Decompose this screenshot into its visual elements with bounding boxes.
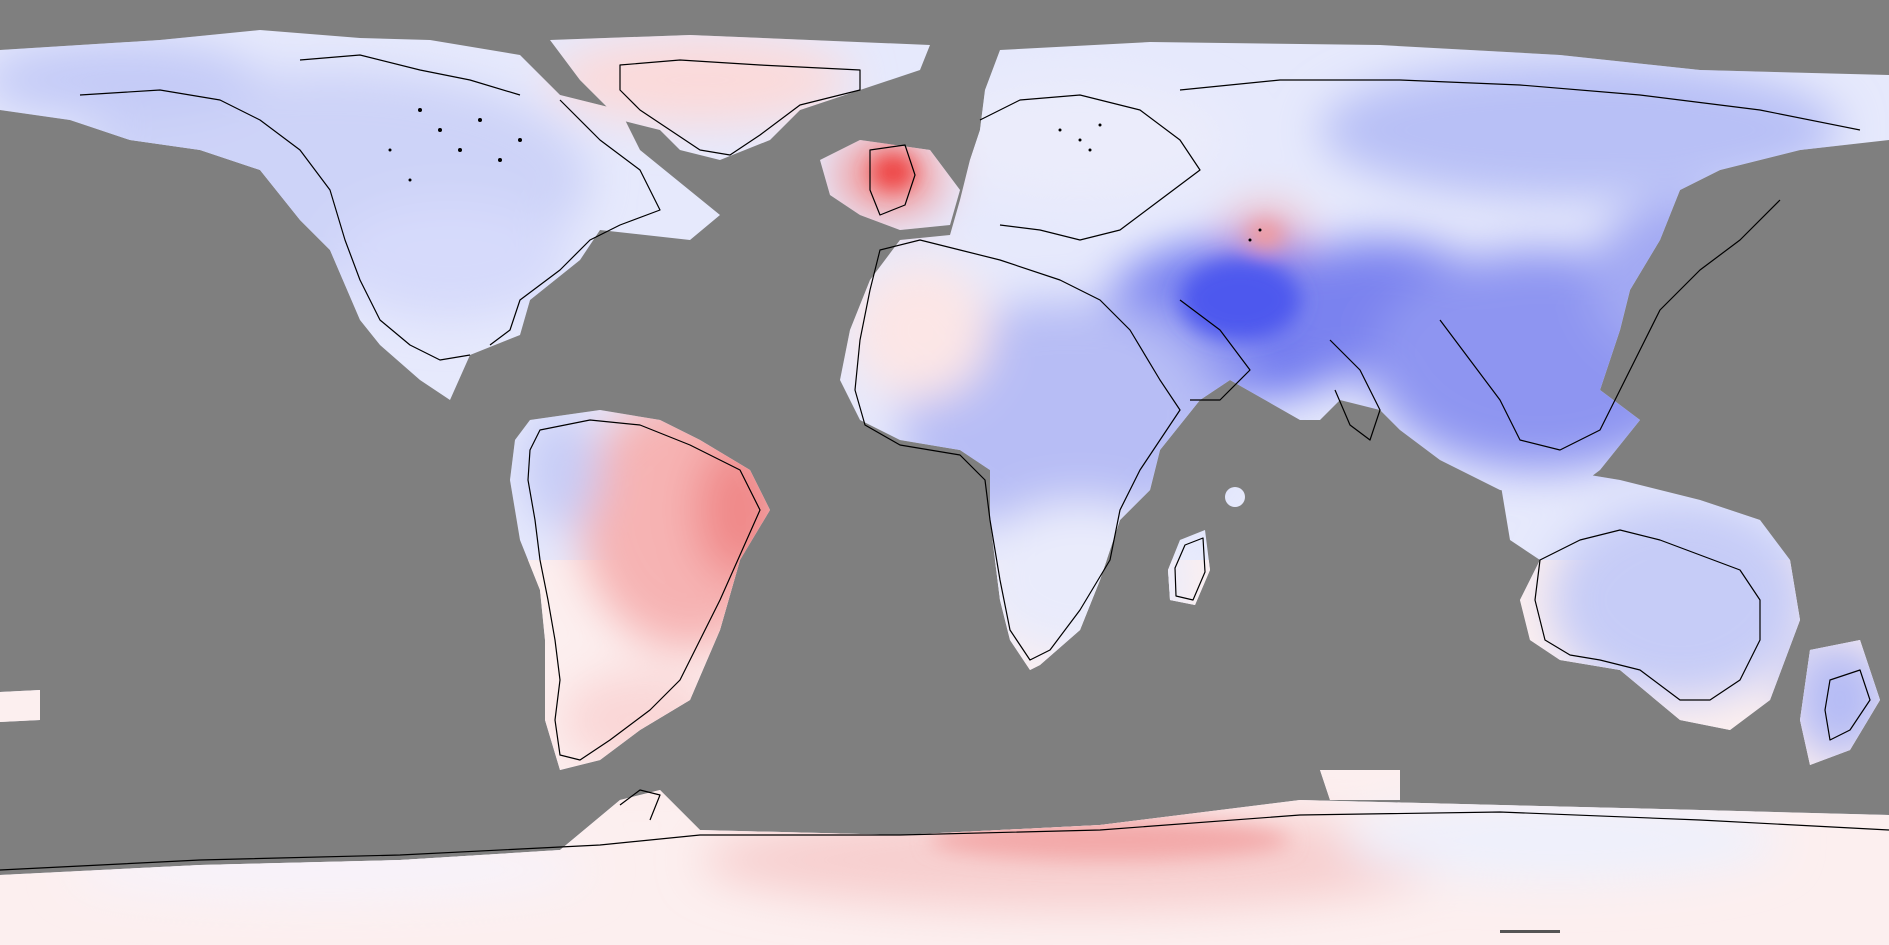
lakes <box>388 108 1262 242</box>
scale-bar <box>1500 930 1560 933</box>
coastlines <box>0 54 1889 871</box>
